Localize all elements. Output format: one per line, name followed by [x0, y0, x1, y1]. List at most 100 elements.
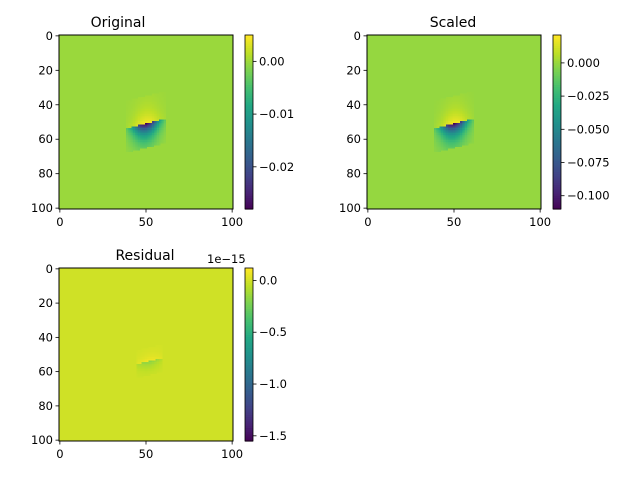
- colorbar-segment: [245, 76, 253, 80]
- colorbar-segment: [245, 283, 253, 286]
- colorbar-segment: [245, 178, 253, 182]
- colorbar-segment: [245, 330, 253, 334]
- colorbar-segment: [245, 45, 253, 49]
- colorbar-segment: [245, 204, 253, 208]
- y-tick-label: 0: [46, 29, 53, 43]
- colorbar-segment: [245, 337, 253, 340]
- colorbar-tick-label: −0.01: [259, 107, 294, 121]
- colorbar-segment: [245, 152, 253, 156]
- colorbar-segment: [245, 130, 253, 134]
- y-tick-label: 60: [346, 132, 361, 146]
- colorbar-segment: [245, 200, 253, 204]
- colorbar-segment: [245, 384, 253, 388]
- colorbar-segment: [245, 87, 253, 90]
- colorbar-segment: [553, 165, 561, 169]
- colorbar-segment: [553, 65, 561, 69]
- colorbar-segment: [245, 85, 253, 88]
- x-tick-label: 100: [221, 447, 243, 461]
- colorbar-segment: [245, 434, 253, 438]
- subplot-title: Original: [91, 15, 146, 31]
- colorbar-segment: [245, 419, 253, 423]
- colorbar-segment: [245, 158, 253, 162]
- colorbar-segment: [245, 332, 253, 336]
- colorbar-segment: [553, 119, 561, 123]
- colorbar-segment: [245, 428, 253, 431]
- colorbar-segment: [245, 278, 253, 282]
- colorbar-frame: [552, 34, 562, 210]
- colorbar-segment: [245, 324, 253, 327]
- colorbar-segment: [553, 41, 561, 45]
- colorbar-segment: [553, 141, 561, 145]
- colorbar-segment: [245, 280, 253, 284]
- colorbar-segment: [553, 82, 561, 86]
- colorbar-segment: [245, 380, 253, 384]
- colorbar-segment: [245, 313, 253, 317]
- colorbar-tick-label: −0.075: [567, 156, 610, 170]
- colorbar-segment: [245, 69, 253, 73]
- colorbar-segment: [245, 276, 253, 280]
- colorbar-segment: [245, 122, 253, 125]
- colorbar-segment: [245, 304, 253, 308]
- colorbar-segment: [553, 126, 561, 130]
- colorbar-segment: [553, 180, 561, 184]
- y-tick-label: 40: [38, 330, 53, 344]
- colorbar-segment: [245, 296, 253, 299]
- x-tick-label: 0: [364, 215, 371, 229]
- colorbar-segment: [245, 202, 253, 206]
- colorbar-tick-label: −1.0: [259, 377, 287, 391]
- colorbar-segment: [553, 169, 561, 173]
- colorbar-segment: [245, 63, 253, 67]
- y-tick-label: 20: [38, 63, 53, 77]
- colorbar-segment: [245, 399, 253, 403]
- colorbar-segment: [245, 95, 253, 99]
- colorbar-segment: [553, 76, 561, 80]
- colorbar-segment: [245, 41, 253, 45]
- colorbar-segment: [245, 436, 253, 440]
- colorbar-segment: [553, 156, 561, 160]
- colorbar-segment: [245, 365, 253, 369]
- colorbar-segment: [245, 37, 253, 40]
- colorbar-segment: [553, 37, 561, 40]
- colorbar-segment: [245, 395, 253, 399]
- colorbar-segment: [553, 80, 561, 84]
- colorbar-segment: [553, 193, 561, 197]
- colorbar-segment: [245, 376, 253, 379]
- colorbar-segment: [245, 389, 253, 392]
- colorbar-segment: [245, 326, 253, 330]
- colorbar-segment: [245, 117, 253, 121]
- colorbar-segment: [245, 339, 253, 343]
- colorbar-segment: [245, 404, 253, 407]
- colorbar-segment: [245, 39, 253, 43]
- colorbar-frame: [244, 267, 254, 442]
- colorbar-segment: [553, 206, 561, 210]
- colorbar-segment: [553, 185, 561, 188]
- colorbar-segment: [553, 122, 561, 125]
- colorbar-segment: [553, 48, 561, 51]
- colorbar-segment: [245, 306, 253, 310]
- colorbar-segment: [245, 74, 253, 77]
- colorbar-segment: [245, 111, 253, 114]
- colorbar-segment: [245, 61, 253, 64]
- colorbar-segment: [553, 54, 561, 58]
- y-tick-label: 80: [38, 167, 53, 181]
- colorbar-segment: [245, 124, 253, 127]
- colorbar-segment: [245, 369, 253, 373]
- colorbar-segment: [245, 35, 253, 38]
- colorbar-segment: [245, 43, 253, 47]
- colorbar-segment: [553, 117, 561, 121]
- subplot-title: Residual: [115, 248, 174, 264]
- y-tick-label: 80: [346, 167, 361, 181]
- colorbar-segment: [245, 358, 253, 362]
- colorbar-segment: [245, 154, 253, 158]
- colorbar-tick-label: −1.5: [259, 429, 287, 443]
- colorbar-segment: [245, 167, 253, 171]
- colorbar-segment: [245, 268, 253, 271]
- colorbar-tick-label: −0.025: [567, 89, 610, 103]
- colorbar-segment: [553, 176, 561, 180]
- colorbar-segment: [245, 206, 253, 210]
- colorbar-segment: [553, 132, 561, 136]
- colorbar-segment: [553, 102, 561, 106]
- colorbar-segment: [245, 293, 253, 297]
- colorbar-segment: [553, 111, 561, 114]
